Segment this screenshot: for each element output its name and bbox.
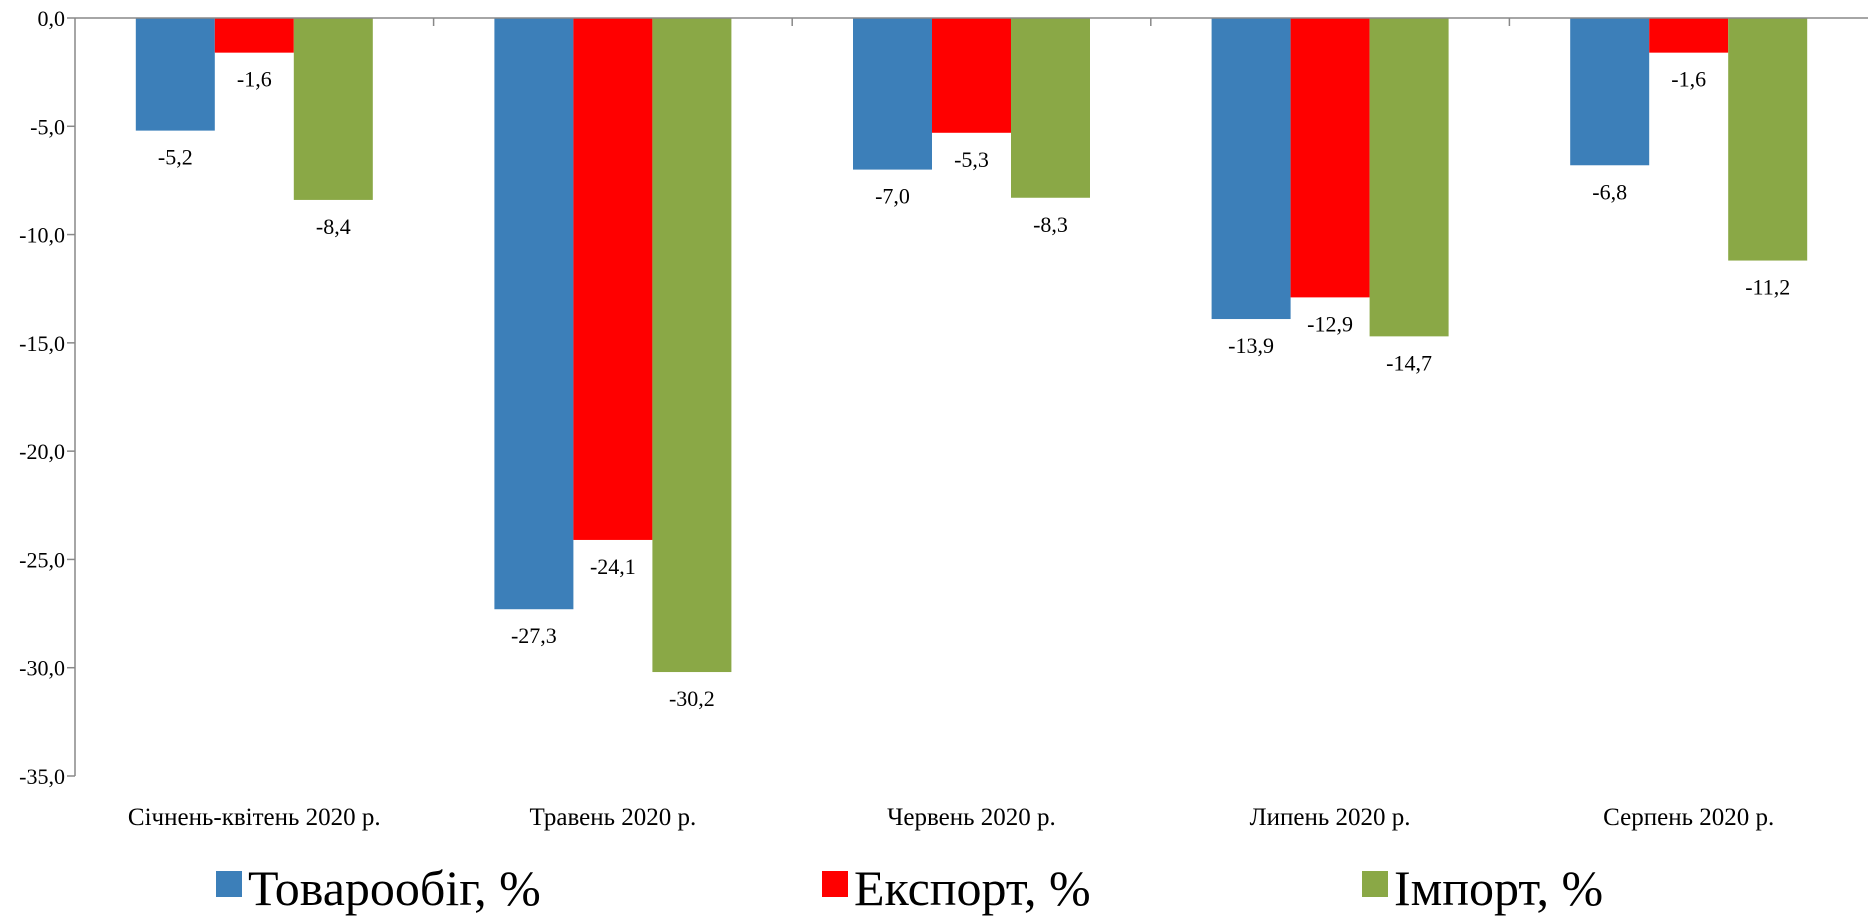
y-tick-label: -5,0 <box>30 114 65 139</box>
data-label: -24,1 <box>590 554 636 579</box>
data-label: -12,9 <box>1307 311 1353 336</box>
bar <box>1649 18 1729 53</box>
data-label: -6,8 <box>1592 179 1627 204</box>
data-label: -1,6 <box>237 67 272 92</box>
data-label: -5,2 <box>158 145 193 170</box>
legend: Товарообіг, % Експорт, % Імпорт, % <box>216 860 1603 916</box>
bar <box>494 18 574 610</box>
data-label: -13,9 <box>1228 333 1274 358</box>
x-tick-label: Серпень 2020 р. <box>1603 804 1774 831</box>
bar <box>1369 18 1449 337</box>
data-label: -27,3 <box>511 623 557 648</box>
x-tick-label: Січнень-квітень 2020 р. <box>128 804 381 831</box>
y-tick-label: -30,0 <box>19 656 65 681</box>
data-label: -8,4 <box>316 214 351 239</box>
bar <box>214 18 294 53</box>
y-tick-label: -35,0 <box>19 764 65 789</box>
axes-group <box>67 17 1868 777</box>
data-label: -14,7 <box>1386 350 1432 375</box>
data-label: -5,3 <box>954 147 989 172</box>
data-label: -8,3 <box>1033 212 1068 237</box>
y-tick-label: -10,0 <box>19 223 65 248</box>
bar <box>293 18 373 200</box>
x-tick-label: Липень 2020 р. <box>1250 804 1411 831</box>
data-label: -7,0 <box>875 184 910 209</box>
data-label: -30,2 <box>669 686 715 711</box>
bar <box>1211 18 1291 320</box>
bar <box>1728 18 1808 261</box>
data-label: -1,6 <box>1671 67 1706 92</box>
data-label: -11,2 <box>1745 275 1790 300</box>
bars-group <box>135 18 1808 673</box>
bar <box>573 18 653 540</box>
y-tick-label: -15,0 <box>19 331 65 356</box>
bar <box>1011 18 1090 198</box>
legend-swatch <box>1362 871 1388 897</box>
legend-swatch <box>822 871 848 897</box>
legend-swatch <box>216 871 242 897</box>
y-tick-label: -20,0 <box>19 439 65 464</box>
bar <box>135 18 215 131</box>
labels-group: -5,2 -27,3 -7,0 -13,9 -6,8 -1,6 -24,1 -5,3 -12,9… <box>19 6 1790 831</box>
bar <box>932 18 1011 133</box>
x-tick-label: Травень 2020 р. <box>530 804 697 831</box>
legend-label: Експорт, % <box>854 860 1091 916</box>
y-tick-label: 0,0 <box>38 6 66 31</box>
bar <box>1290 18 1370 298</box>
bar <box>853 18 932 170</box>
x-tick-label: Червень 2020 р. <box>887 804 1056 831</box>
bar <box>1570 18 1650 166</box>
y-tick-label: -25,0 <box>19 547 65 572</box>
bar <box>652 18 732 673</box>
legend-label: Імпорт, % <box>1394 860 1603 916</box>
legend-label: Товарообіг, % <box>248 860 541 916</box>
